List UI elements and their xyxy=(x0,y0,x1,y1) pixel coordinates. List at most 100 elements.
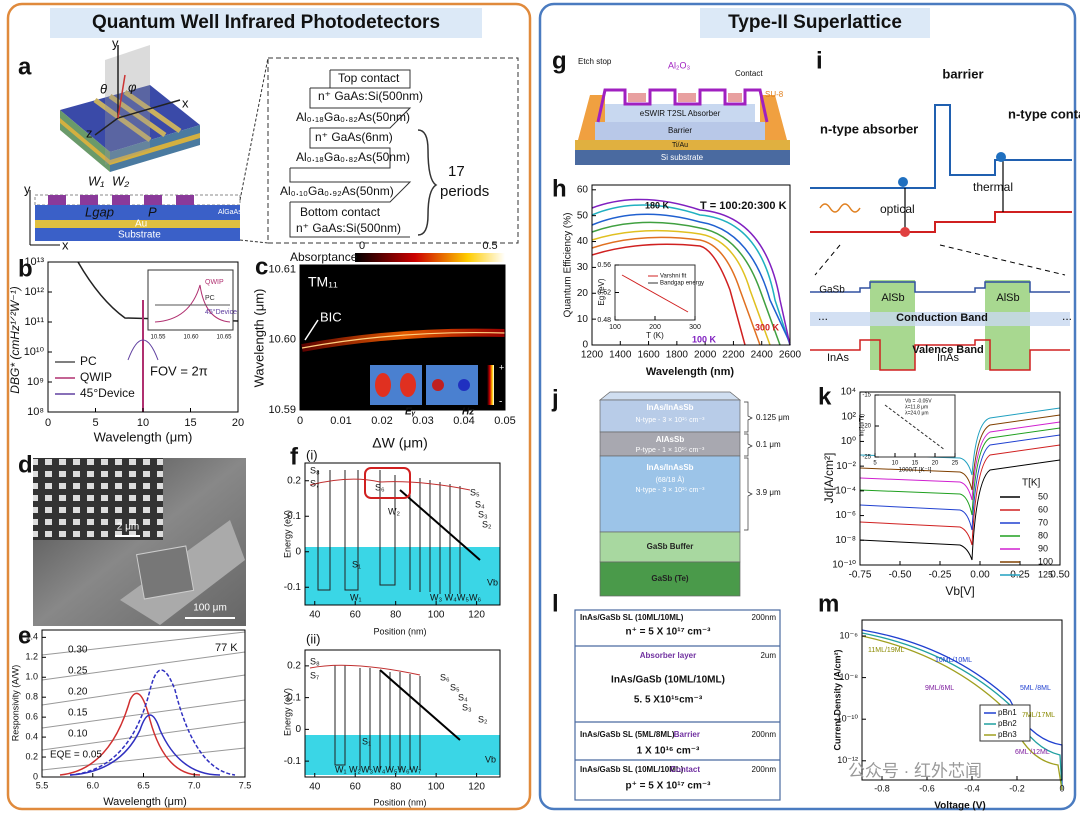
x-tick-label: 1800 xyxy=(666,350,689,361)
legend-label: 70 xyxy=(1038,517,1048,527)
label: ... xyxy=(1062,309,1072,323)
y-tick-label: 0.48 xyxy=(597,317,611,324)
label: InAs/InAsSb xyxy=(646,463,693,472)
x-tick-label: 0.03 xyxy=(412,415,433,427)
label: 300 K xyxy=(755,322,780,332)
x-tick-label: 25 xyxy=(952,461,959,467)
device-3d xyxy=(60,45,200,172)
y-tick-label: -15 xyxy=(862,393,871,399)
y-tick-label: -20 xyxy=(862,424,871,430)
label: GaSb (Te) xyxy=(651,574,689,583)
section-title: Quantum Well Infrared Photodetectors xyxy=(92,12,440,33)
y-tick-label: 10⁻⁸ xyxy=(835,535,856,546)
label: InAs/GaSb (10ML/10ML) xyxy=(611,675,725,686)
x-tick-label: 120 xyxy=(468,782,485,793)
y-tick-label: 0.6 xyxy=(25,712,38,722)
label: GaSb Buffer xyxy=(647,542,694,551)
x-tick-label: 10 xyxy=(892,461,899,467)
y-tick-label: 10⁻⁸ xyxy=(839,672,858,682)
label: n-type contact xyxy=(1008,106,1080,121)
plot-frame xyxy=(304,462,501,606)
label: 200nm xyxy=(752,765,777,774)
label: Current Density (A/cm²) xyxy=(832,649,842,750)
x-tick-label: 100 xyxy=(428,610,445,621)
y-tick-label: 0 xyxy=(582,340,588,351)
label: S₇ xyxy=(310,670,319,680)
x-tick-label: 80 xyxy=(390,782,402,793)
plot-frame xyxy=(591,184,791,346)
x-tick-label: 20 xyxy=(932,461,939,467)
label: 6ML /12ML xyxy=(1015,749,1050,756)
y-tick-label: 10¹² xyxy=(24,286,44,298)
x-tick-label: 100 xyxy=(609,324,621,331)
x-tick-label: 0 xyxy=(45,417,51,429)
label: 2um xyxy=(760,651,776,660)
label: periods xyxy=(440,183,489,200)
label: SU-8 xyxy=(765,90,784,99)
label: S₂ xyxy=(478,714,488,724)
label: S₈ xyxy=(310,656,320,666)
label: y xyxy=(24,181,31,196)
y-tick-label: 10.61 xyxy=(268,263,296,275)
label: AlGaAs xyxy=(218,209,242,216)
label: 17 xyxy=(448,163,465,180)
label: 10.55 xyxy=(150,335,166,341)
y-tick-label: 50 xyxy=(577,210,589,221)
label: Wavelength (μm) xyxy=(251,289,266,388)
label: ... xyxy=(818,309,828,323)
legend-label: pBn1 xyxy=(998,708,1017,717)
label: PC xyxy=(205,295,215,302)
x-tick-label: 6.5 xyxy=(137,780,150,790)
y-tick-label: 0.4 xyxy=(25,731,38,741)
panel-letter: l xyxy=(552,590,559,617)
label: 3.9 μm xyxy=(756,488,781,497)
label: Wavelength (μm) xyxy=(103,796,187,808)
label: θ xyxy=(100,81,107,96)
label: P xyxy=(148,204,157,219)
x-tick-label: 0.02 xyxy=(371,415,392,427)
table-l xyxy=(574,609,781,801)
x-tick-label: 10 xyxy=(137,417,149,429)
label: y xyxy=(112,35,119,50)
label: Energy (eV) xyxy=(282,688,292,736)
y-tick-label: 0.1 xyxy=(287,511,301,522)
layer-stack-j xyxy=(599,391,753,597)
label: 5ML /8ML xyxy=(1020,685,1051,692)
x-tick-label: 40 xyxy=(309,782,321,793)
x-tick-label: 0.05 xyxy=(494,415,515,427)
label: Al₀.₁₀Ga₀.₉₂As(50nm) xyxy=(280,184,394,198)
x-tick-label: 120 xyxy=(468,610,485,621)
label: P-type - 1 × 10¹⁵ cm⁻³ xyxy=(636,447,705,454)
y-tick-label: 10⁴ xyxy=(841,387,856,398)
label: TM₁₁ xyxy=(308,274,338,290)
label: Vb xyxy=(485,754,496,764)
label: Barrier xyxy=(668,126,692,135)
label: W₃ W₄W₅W₆ xyxy=(430,592,481,602)
sem-image xyxy=(33,458,246,626)
label: Etch stop xyxy=(578,57,612,66)
label: x xyxy=(62,237,69,252)
x-tick-label: 60 xyxy=(350,610,362,621)
x-tick-label: 2200 xyxy=(722,350,745,361)
label: 10.65 xyxy=(216,335,232,341)
band-diagram xyxy=(810,104,1072,371)
legend-label: 45°Device xyxy=(80,386,135,400)
label: 9ML/6ML xyxy=(925,685,954,692)
y-tick-label: 10 xyxy=(577,314,589,325)
x-tick-label: 7.0 xyxy=(188,780,201,790)
label: 100 K xyxy=(692,334,717,344)
y-tick-label: 10⁻¹⁰ xyxy=(832,560,856,571)
label: N-type - 3 × 10¹⁵ cm⁻³ xyxy=(635,487,705,494)
label: 200nm xyxy=(752,613,777,622)
x-tick-label: -0.4 xyxy=(964,783,980,793)
label: 10.60 xyxy=(183,335,199,341)
x-tick-label: 5 xyxy=(873,461,877,467)
label: Eg (eV) xyxy=(597,278,606,305)
y-tick-label: 0 xyxy=(33,771,38,781)
label: Valence Band xyxy=(912,344,984,356)
legend-label: pBn3 xyxy=(998,730,1017,739)
y-tick-label: 0 xyxy=(295,724,301,735)
label: 1000/T [K⁻¹] xyxy=(899,468,932,474)
label: Position (nm) xyxy=(373,626,426,636)
label: (i) xyxy=(306,447,318,462)
